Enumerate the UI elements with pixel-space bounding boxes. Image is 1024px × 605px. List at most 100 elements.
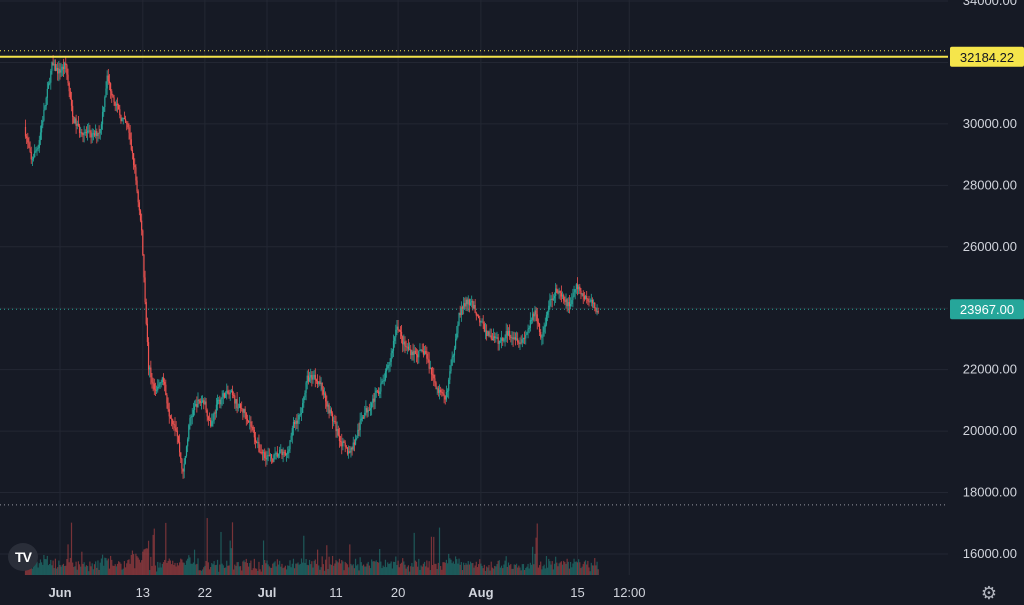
volume-bar (89, 561, 91, 575)
volume-bar (544, 568, 546, 575)
candle-body (158, 384, 160, 387)
volume-bar (227, 565, 229, 575)
candle-body (461, 307, 464, 309)
candle-body (520, 342, 522, 344)
volume-bar (200, 570, 203, 575)
volume-bar (38, 563, 40, 575)
candle-body (229, 392, 231, 395)
volume-bar (366, 563, 368, 575)
volume-bar (61, 564, 63, 575)
volume-bar (251, 570, 253, 575)
candle-body (305, 382, 307, 393)
candle-body (513, 337, 515, 340)
volume-bar (237, 562, 239, 575)
candle-body (450, 365, 452, 372)
volume-bar (164, 559, 166, 575)
candle-body (490, 335, 492, 339)
candle-body (269, 454, 272, 456)
volume-bar (105, 558, 107, 575)
volume-bar (455, 556, 457, 575)
candle-body (213, 412, 215, 421)
volume-bar (147, 540, 150, 575)
candle-body (44, 106, 46, 110)
volume-bar (558, 563, 560, 575)
volume-bar (417, 566, 419, 575)
time-axis[interactable]: Jun 13 22 Jul 11 20 Aug 15 12:00 (48, 585, 645, 600)
volume-bar (502, 568, 504, 575)
candle-body (67, 74, 69, 83)
candle-body (170, 418, 173, 420)
candle-body (61, 66, 63, 71)
volume-bar (199, 570, 201, 575)
candle-body (593, 302, 595, 304)
volume-bar (541, 569, 543, 575)
candle-body (38, 140, 40, 148)
candle-body (484, 330, 487, 332)
volume-bar (520, 570, 522, 575)
horizontal-lines (0, 50, 948, 506)
candle-body (350, 447, 352, 453)
candle-body (398, 329, 400, 331)
candle-body (597, 310, 599, 313)
candle-body (39, 132, 42, 141)
volume-bar (373, 561, 375, 575)
volume-bar (55, 568, 58, 575)
candle-body (291, 428, 293, 436)
candle-body (581, 293, 583, 295)
price-axis[interactable]: 34000.0032000.0030000.0028000.0026000.00… (963, 0, 1017, 561)
candle-body (589, 301, 591, 303)
volume-bar (326, 545, 328, 575)
candle-body (189, 418, 191, 426)
volume-bar (183, 562, 185, 575)
candle-body (560, 293, 562, 297)
candle-body (26, 136, 28, 138)
candle-body (365, 408, 367, 413)
volume-bar (481, 565, 483, 575)
candle-body (69, 91, 71, 100)
volume-bar (66, 559, 68, 575)
volume-bar (131, 550, 134, 575)
volume-bar (202, 569, 204, 575)
volume-bar (185, 560, 188, 575)
candle-body (377, 391, 380, 395)
volume-bar (116, 563, 119, 575)
candle-body (394, 337, 396, 341)
candle-body (586, 295, 588, 299)
volume-bar (476, 567, 479, 575)
volume-bar (594, 558, 596, 575)
candle-body (343, 441, 345, 443)
candle-body (468, 299, 470, 306)
volume-bar (367, 561, 369, 575)
volume-bar (84, 566, 86, 575)
candle-body (257, 442, 259, 444)
volume-bar (168, 558, 170, 575)
volume-bar (344, 561, 346, 575)
volume-bar (303, 535, 305, 575)
x-tick-label: Aug (468, 585, 493, 600)
volume-bar (488, 565, 490, 575)
volume-bar (450, 559, 452, 575)
candle-body (139, 210, 142, 221)
volume-bar (492, 568, 495, 575)
candle-body (72, 105, 74, 117)
candle-body (400, 331, 403, 337)
candle-body (346, 447, 349, 454)
candle-body (211, 421, 213, 426)
candle-body (413, 350, 415, 355)
volume-bar (312, 567, 314, 575)
candle-body (248, 420, 250, 423)
candle-body (168, 409, 170, 417)
candle-body (434, 378, 436, 383)
gear-icon[interactable]: ⚙ (980, 583, 998, 603)
candle-body (268, 455, 270, 457)
candle-body (310, 375, 312, 378)
candle-body (555, 288, 557, 296)
tradingview-logo-icon[interactable]: TV (8, 543, 38, 571)
candle-body (437, 388, 439, 393)
volume-bar (495, 566, 497, 575)
volume-bar (400, 562, 403, 575)
volume-bar (72, 562, 74, 575)
volume-bar (420, 565, 422, 575)
volume-bar (538, 565, 541, 575)
